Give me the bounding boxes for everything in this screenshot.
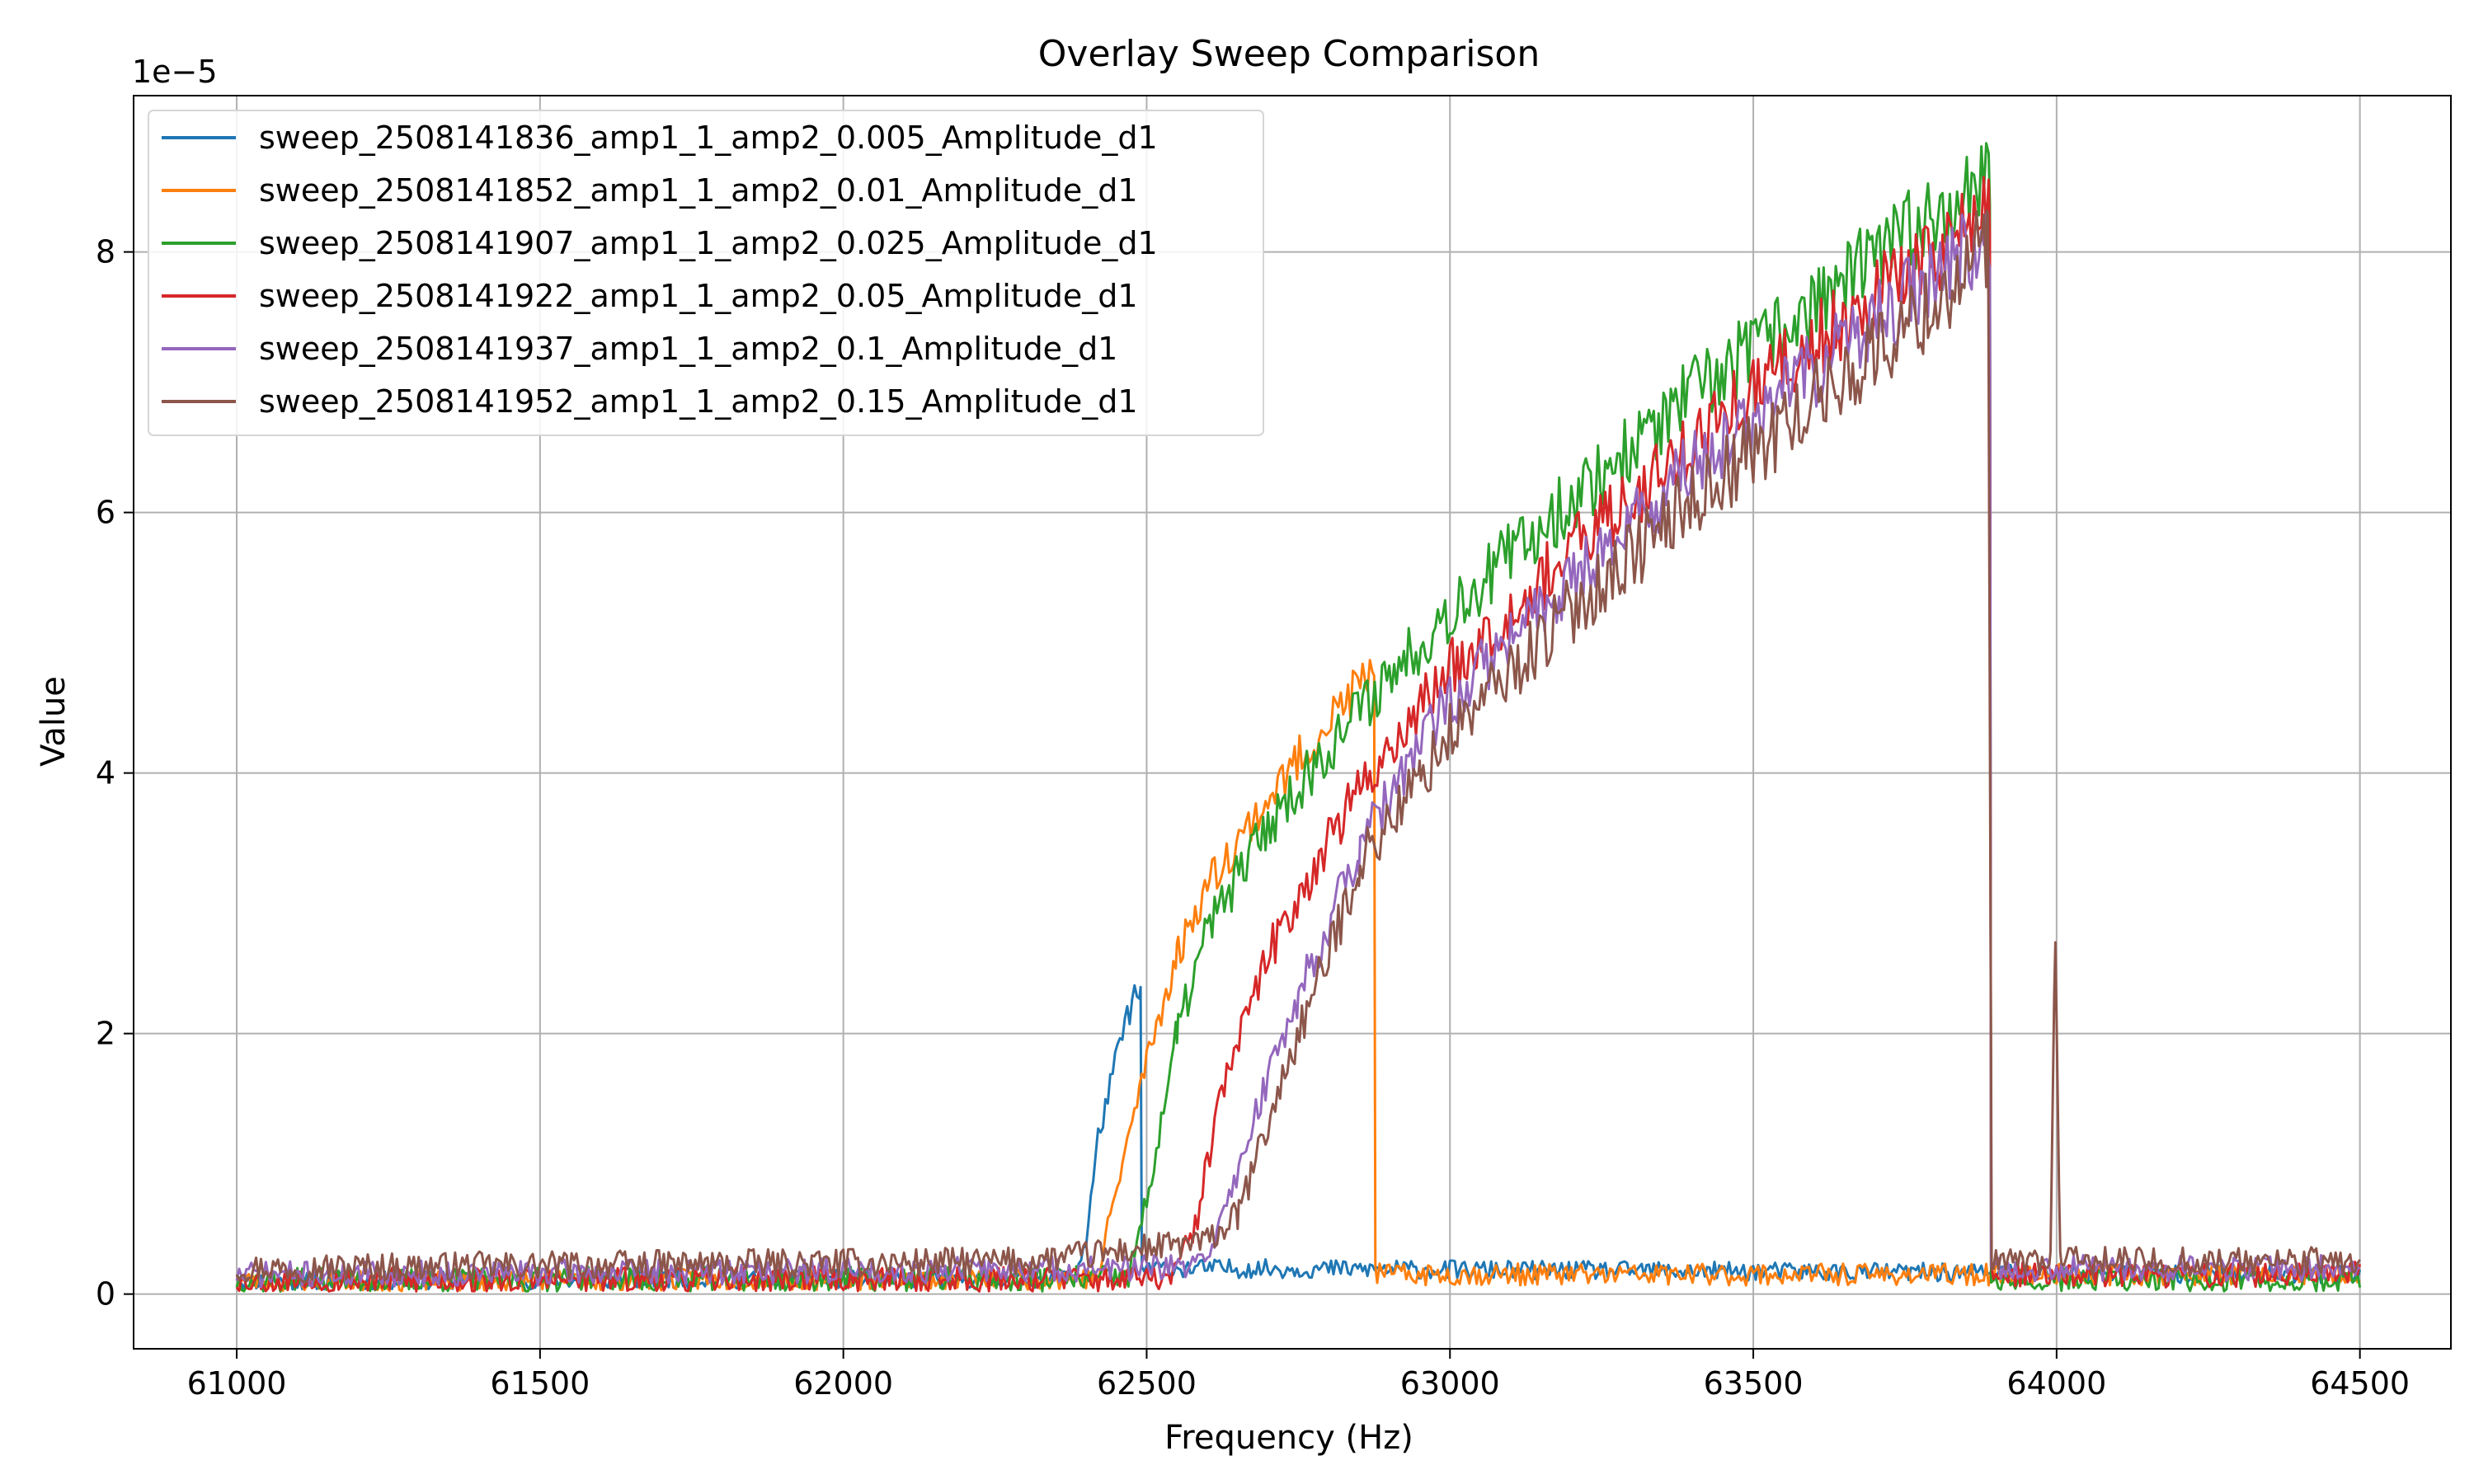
plot-area-frame — [133, 95, 2452, 1350]
x-tick-label: 61000 — [187, 1365, 287, 1402]
legend-label: sweep_2508141907_amp1_1_amp2_0.025_Ampli… — [259, 225, 1158, 261]
y-tick-label: 4 — [96, 755, 115, 791]
y-tick-label: 8 — [96, 234, 115, 270]
legend-label: sweep_2508141836_amp1_1_amp2_0.005_Ampli… — [259, 120, 1158, 156]
x-tick-label: 62000 — [793, 1365, 893, 1402]
series-line-6 — [235, 209, 2361, 1283]
series-line-5 — [235, 213, 2361, 1289]
legend-label: sweep_2508141952_amp1_1_amp2_0.15_Amplit… — [259, 383, 1138, 420]
y-tick-label: 2 — [96, 1016, 115, 1052]
y-axis-label: Value — [35, 676, 73, 767]
legend-label: sweep_2508141852_amp1_1_amp2_0.01_Amplit… — [259, 172, 1138, 209]
y-tick-label: 6 — [96, 495, 115, 531]
legend-box — [148, 110, 1264, 436]
y-axis-offset-label: 1e−5 — [132, 54, 218, 90]
axis-ticks: 61000 61500 62000 62500 63000 63500 64000 64500… — [96, 234, 2410, 1402]
series-lines — [235, 142, 2362, 1293]
legend-label: sweep_2508141922_amp1_1_amp2_0.05_Amplit… — [259, 278, 1138, 314]
legend: sweep_2508141836_amp1_1_amp2_0.005_Ampli… — [148, 110, 1264, 436]
x-tick-label: 63500 — [1704, 1365, 1804, 1402]
x-axis-label: Frequency (Hz) — [1164, 1419, 1413, 1457]
x-tick-label: 61500 — [490, 1365, 590, 1402]
x-tick-label: 62500 — [1097, 1365, 1197, 1402]
series-line-4 — [235, 176, 2362, 1293]
y-tick-label: 0 — [96, 1276, 115, 1313]
x-tick-label: 64000 — [2006, 1365, 2106, 1402]
chart-title: Overlay Sweep Comparison — [1038, 33, 1540, 75]
x-tick-label: 63000 — [1400, 1365, 1500, 1402]
x-tick-label: 64500 — [2310, 1365, 2410, 1402]
legend-label: sweep_2508141937_amp1_1_amp2_0.1_Amplitu… — [259, 331, 1117, 367]
